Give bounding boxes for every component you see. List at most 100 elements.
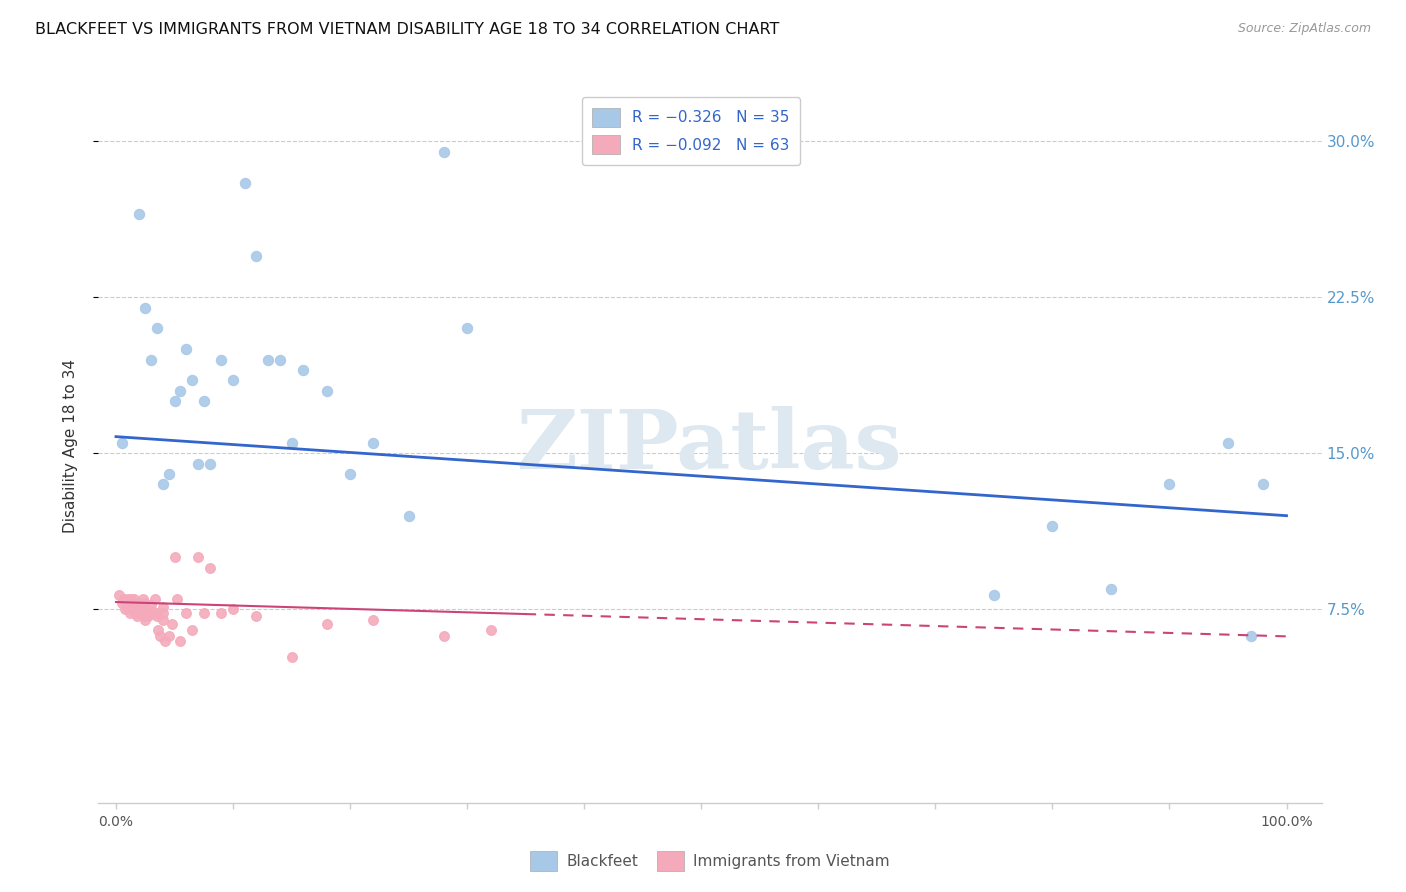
Point — [146, 608, 169, 623]
Point — [146, 607, 169, 621]
Point — [149, 629, 172, 643]
Text: ZIPatlas: ZIPatlas — [517, 406, 903, 486]
Point — [193, 607, 215, 621]
Point — [174, 607, 197, 621]
Point — [269, 352, 291, 367]
Point — [169, 633, 191, 648]
Point — [111, 596, 134, 610]
Point — [181, 623, 204, 637]
Point — [131, 598, 153, 612]
Point — [115, 600, 138, 615]
Point — [209, 352, 232, 367]
Point — [152, 613, 174, 627]
Point — [174, 343, 197, 357]
Point — [433, 145, 456, 159]
Point — [114, 602, 136, 616]
Text: BLACKFEET VS IMMIGRANTS FROM VIETNAM DISABILITY AGE 18 TO 34 CORRELATION CHART: BLACKFEET VS IMMIGRANTS FROM VIETNAM DIS… — [35, 22, 779, 37]
Point — [118, 607, 141, 621]
Point — [134, 596, 156, 610]
Point — [1099, 582, 1122, 596]
Point — [112, 591, 135, 606]
Point — [181, 374, 204, 388]
Point — [125, 596, 148, 610]
Point — [152, 600, 174, 615]
Point — [117, 591, 139, 606]
Point — [983, 588, 1005, 602]
Point — [187, 550, 209, 565]
Point — [1240, 629, 1263, 643]
Point — [136, 608, 159, 623]
Point — [139, 604, 162, 618]
Point — [122, 598, 145, 612]
Point — [245, 608, 267, 623]
Point — [160, 616, 183, 631]
Point — [363, 436, 385, 450]
Point — [138, 604, 160, 618]
Point — [134, 607, 156, 621]
Text: 0.0%: 0.0% — [98, 815, 134, 830]
Point — [245, 249, 267, 263]
Point — [128, 607, 150, 621]
Y-axis label: Disability Age 18 to 34: Disability Age 18 to 34 — [63, 359, 77, 533]
Point — [157, 467, 180, 481]
Point — [139, 598, 162, 612]
Point — [125, 608, 148, 623]
Point — [157, 629, 180, 643]
Point — [139, 352, 162, 367]
Point — [315, 384, 337, 398]
Point — [280, 436, 302, 450]
Point — [122, 602, 145, 616]
Point — [134, 613, 156, 627]
Point — [433, 629, 456, 643]
Point — [131, 602, 153, 616]
Point — [134, 301, 156, 315]
Point — [108, 588, 131, 602]
Point — [1159, 477, 1181, 491]
Point — [257, 352, 280, 367]
Point — [146, 623, 169, 637]
Point — [143, 591, 166, 606]
Point — [129, 602, 152, 616]
Point — [125, 602, 148, 616]
Point — [142, 607, 165, 621]
Point — [209, 607, 232, 621]
Point — [193, 394, 215, 409]
Point — [479, 623, 502, 637]
Point — [456, 321, 478, 335]
Point — [222, 374, 245, 388]
Point — [169, 384, 191, 398]
Point — [1216, 436, 1239, 450]
Text: 100.0%: 100.0% — [1260, 815, 1313, 830]
Point — [127, 602, 149, 616]
Point — [198, 457, 221, 471]
Point — [233, 176, 256, 190]
Point — [280, 650, 302, 665]
Point — [152, 477, 174, 491]
Point — [117, 596, 139, 610]
Point — [120, 591, 142, 606]
Point — [166, 591, 188, 606]
Point — [139, 607, 162, 621]
Point — [124, 607, 146, 621]
Point — [135, 602, 157, 616]
Point — [152, 607, 174, 621]
Point — [121, 602, 143, 616]
Point — [187, 457, 209, 471]
Point — [146, 321, 169, 335]
Point — [132, 591, 155, 606]
Point — [1042, 519, 1064, 533]
Point — [153, 633, 176, 648]
Point — [163, 394, 186, 409]
Point — [122, 591, 145, 606]
Point — [339, 467, 361, 481]
Point — [292, 363, 315, 377]
Point — [120, 596, 142, 610]
Point — [363, 613, 385, 627]
Point — [398, 508, 420, 523]
Point — [111, 436, 134, 450]
Point — [198, 560, 221, 574]
Point — [315, 616, 337, 631]
Point — [132, 608, 155, 623]
Point — [222, 602, 245, 616]
Point — [1251, 477, 1274, 491]
